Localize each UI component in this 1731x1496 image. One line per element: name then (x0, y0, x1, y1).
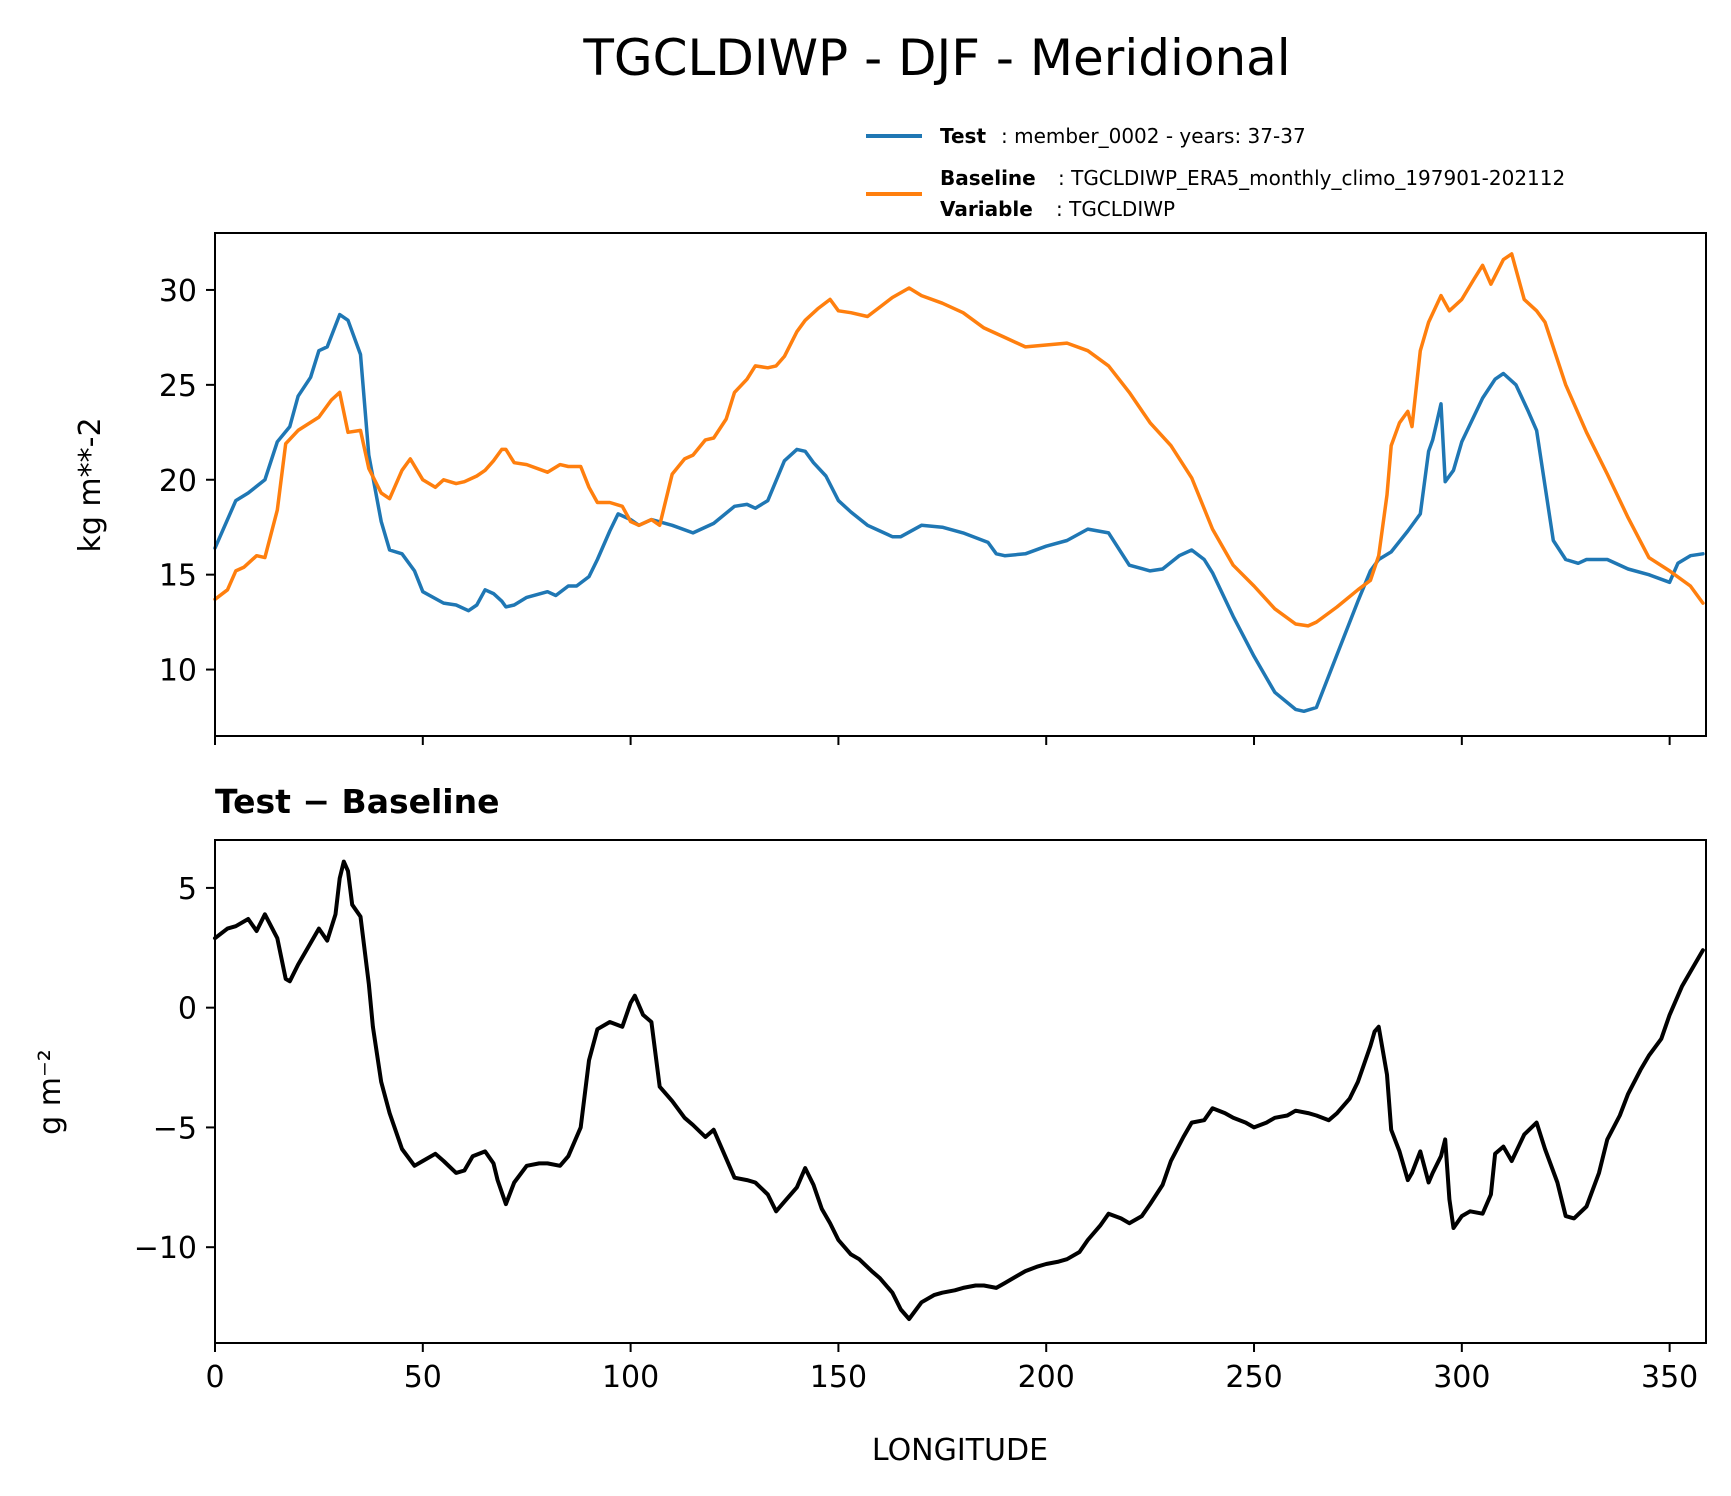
legend-variable-text: : TGCLDIWP (1056, 197, 1175, 221)
bottom-y-tick-label: 0 (178, 992, 197, 1027)
legend-test-text: : member_0002 - years: 37-37 (1001, 124, 1306, 148)
top-y-tick-label: 25 (159, 369, 197, 404)
legend: Test : member_0002 - years: 37-37 Baseli… (866, 124, 1565, 221)
bottom-y-axis-label: g m⁻² (33, 1049, 68, 1135)
top-series-line-test (213, 312, 1705, 714)
top-y-tick-label: 10 (159, 654, 197, 689)
legend-baseline-label: Baseline (940, 166, 1036, 190)
bottom-x-tick-label: 150 (810, 1360, 867, 1395)
bottom-x-tick-label: 0 (205, 1360, 224, 1395)
bottom-x-tick-label: 200 (1018, 1360, 1075, 1395)
bottom-x-tick-label: 50 (404, 1360, 442, 1395)
bottom-x-tick-label: 300 (1433, 1360, 1490, 1395)
top-axes-frame (214, 232, 1707, 737)
top-series-line-baseline (213, 252, 1705, 628)
figure-title: TGCLDIWP - DJF - Meridional (582, 29, 1290, 87)
bottom-y-tick-label: 5 (178, 872, 197, 907)
bottom-x-tick-label: 250 (1225, 1360, 1282, 1395)
bottom-series-layer (213, 859, 1705, 1321)
top-series-layer (213, 252, 1705, 714)
bottom-y-tick-label: −5 (153, 1111, 197, 1146)
top-panel: 10 15 20 25 30 kg m**-2 (73, 232, 1707, 745)
top-ticks-layer: 10 15 20 25 30 (159, 274, 1671, 745)
bottom-series-line-test-baseline (213, 859, 1705, 1321)
legend-variable-label: Variable (940, 197, 1033, 221)
bottom-panel-title: Test − Baseline (215, 782, 500, 821)
legend-baseline-text: : TGCLDIWP_ERA5_monthly_climo_197901-202… (1058, 166, 1565, 190)
top-y-tick-label: 30 (159, 274, 197, 309)
bottom-x-tick-label: 350 (1641, 1360, 1698, 1395)
bottom-x-axis-label: LONGITUDE (872, 1433, 1048, 1468)
bottom-axes-frame (214, 839, 1707, 1344)
bottom-x-tick-label: 100 (602, 1360, 659, 1395)
top-y-tick-label: 20 (159, 464, 197, 499)
legend-test-label: Test (940, 124, 986, 148)
top-y-tick-label: 15 (159, 559, 197, 594)
top-y-axis-label: kg m**-2 (73, 417, 108, 552)
bottom-y-tick-label: −10 (134, 1231, 197, 1266)
